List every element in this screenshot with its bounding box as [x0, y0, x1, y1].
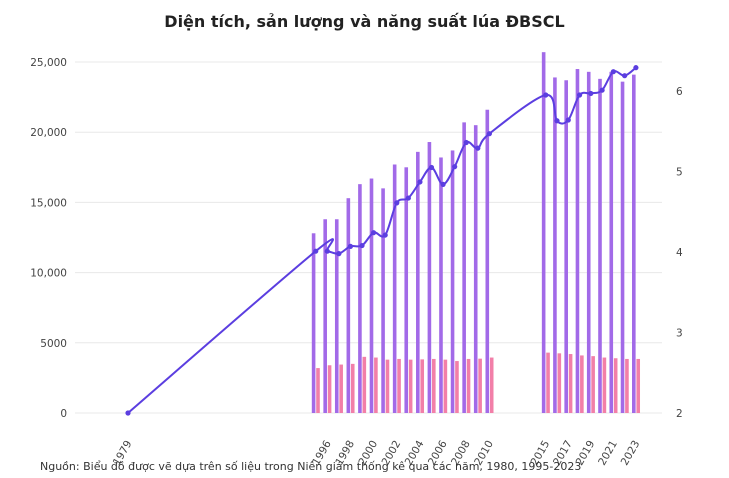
bar-pink — [636, 358, 641, 413]
bar-pink — [557, 353, 562, 413]
bar-pink — [339, 364, 343, 413]
y-right-tick-label: 3 — [676, 328, 683, 340]
bar-purple — [632, 74, 636, 414]
y-left-tick-label: 25,000 — [30, 57, 67, 69]
bar-pink — [443, 359, 448, 413]
bar-pink — [432, 358, 436, 413]
bar-purple — [346, 198, 351, 413]
bar-pink — [385, 359, 390, 413]
yield-point — [475, 145, 481, 151]
bar-purple — [404, 167, 409, 413]
yield-point — [428, 164, 435, 171]
bar-purple — [311, 233, 316, 413]
x-tick-label: 2021 — [596, 439, 620, 468]
bar-pink — [316, 368, 320, 413]
y-left-tick-label: 10,000 — [30, 268, 67, 280]
y-right-tick-label: 4 — [676, 247, 683, 259]
bar-pink — [580, 355, 584, 413]
bar-pink — [591, 356, 595, 413]
yield-point — [543, 92, 549, 98]
bar-purple — [473, 125, 478, 414]
y-right-tick-label: 5 — [676, 167, 683, 179]
y-left-tick-label: 15,000 — [30, 197, 67, 209]
source-note: Nguồn: Biểu đồ được vẽ dựa trên số liệu … — [40, 460, 582, 473]
y-left-tick-label: 0 — [60, 408, 67, 420]
bar-purple — [586, 71, 591, 413]
yield-point — [622, 73, 628, 79]
yield-point — [588, 90, 594, 97]
bar-pink — [568, 354, 573, 413]
y-left-tick-label: 20,000 — [30, 127, 67, 139]
bar-purple — [462, 122, 466, 413]
yield-point — [599, 87, 605, 93]
bar-pink — [613, 358, 618, 413]
yield-point — [405, 195, 411, 201]
bar-purple — [381, 188, 385, 413]
bar-pink — [625, 358, 629, 413]
bar-pink — [602, 357, 607, 413]
bar-pink — [397, 358, 401, 413]
yield-point — [336, 251, 342, 257]
y-right-tick-label: 2 — [676, 408, 683, 420]
yield-point — [486, 131, 492, 137]
bar-purple — [369, 178, 374, 413]
yield-point — [347, 243, 354, 249]
bar-purple — [416, 151, 420, 413]
bar-purple — [620, 81, 625, 413]
bar-purple — [323, 219, 327, 413]
bar-purple — [450, 150, 455, 413]
bar-pink — [374, 357, 378, 413]
bar-pink — [327, 365, 332, 413]
x-tick-label: 2023 — [619, 439, 643, 468]
y-right-tick-label: 6 — [676, 86, 683, 98]
bar-pink — [408, 359, 413, 413]
y-left-tick-label: 5000 — [40, 338, 67, 350]
yield-point — [371, 230, 377, 236]
yield-point — [359, 242, 365, 249]
bar-purple — [485, 109, 490, 414]
yield-point — [452, 164, 458, 170]
yield-point — [463, 139, 469, 146]
bar-purple — [564, 80, 568, 413]
bar-purple — [334, 219, 339, 413]
yield-point — [565, 117, 571, 123]
bar-pink — [546, 352, 550, 413]
yield-point — [440, 181, 446, 187]
bar-pink — [362, 356, 367, 413]
bar-purple — [575, 69, 580, 414]
yield-point — [394, 200, 400, 206]
bar-pink — [350, 363, 355, 413]
yield-point — [554, 118, 560, 124]
bar-purple — [553, 77, 557, 413]
bar-purple — [392, 164, 397, 413]
yield-point — [324, 248, 330, 254]
bar-pink — [489, 357, 494, 413]
bar-purple — [541, 52, 546, 414]
bar-purple — [358, 184, 362, 413]
bar-purple — [609, 71, 614, 413]
bar-pink — [478, 358, 482, 413]
yield-point — [313, 248, 319, 254]
yield-point — [633, 65, 639, 71]
bar-pink — [466, 358, 471, 413]
yield-point — [417, 179, 423, 185]
chart-title: Diện tích, sản lượng và năng suất lúa ĐB… — [164, 12, 565, 31]
yield-point — [610, 69, 616, 75]
bar-purple — [598, 78, 602, 414]
yield-point — [382, 232, 388, 238]
yield-point — [576, 92, 583, 98]
bar-purple — [427, 142, 432, 413]
yield-point — [125, 410, 131, 416]
bar-purple — [439, 157, 443, 413]
bar-pink — [455, 361, 459, 413]
bar-pink — [420, 359, 425, 413]
